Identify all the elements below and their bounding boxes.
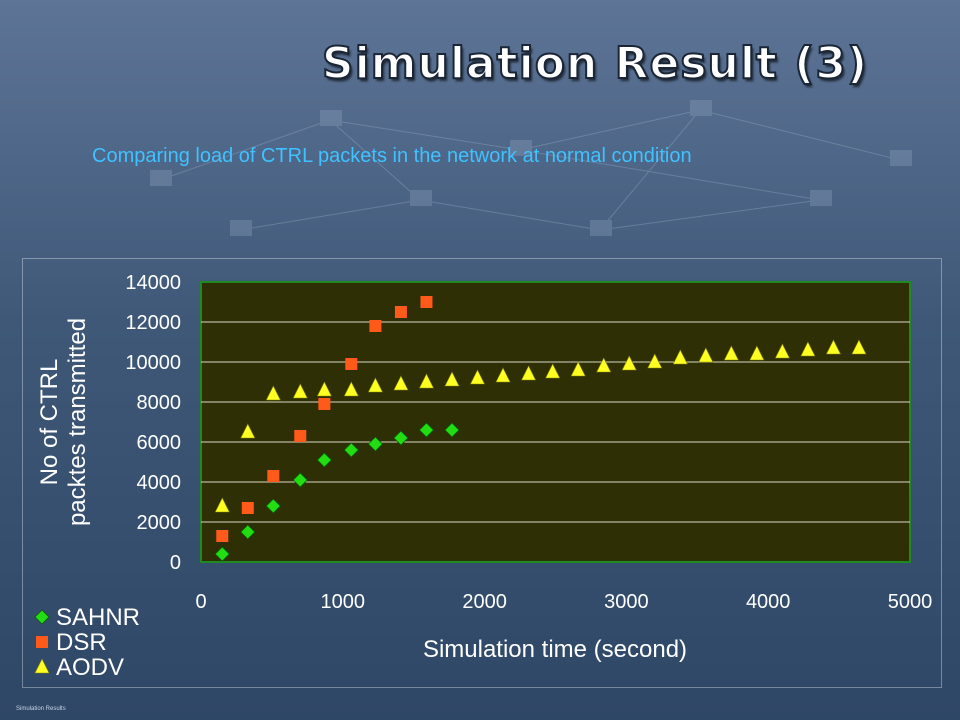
aodv-point	[265, 385, 281, 401]
sahnr-point	[418, 422, 435, 438]
x-axis-title: Simulation time (second)	[423, 636, 687, 663]
legend-aodv-marker	[34, 658, 50, 674]
dsr-point	[345, 358, 358, 370]
y-tick-label: 12000	[125, 312, 181, 334]
aodv-point	[596, 357, 612, 373]
dsr-point	[267, 470, 280, 482]
sahnr-point	[265, 498, 281, 514]
sahnr-point	[444, 422, 460, 438]
network-background-illustration	[150, 100, 912, 236]
sahnr-point	[240, 524, 256, 540]
dsr-point	[294, 430, 307, 442]
sahnr-point	[292, 472, 308, 488]
aodv-point	[851, 339, 867, 355]
x-tick-label: 4000	[746, 591, 791, 613]
dsr-point	[369, 320, 382, 332]
sahnr-point	[316, 452, 332, 468]
plot-area	[200, 281, 911, 563]
slide-title: Simulation Result (3)	[321, 37, 869, 90]
dsr-point	[394, 306, 407, 318]
y-axis-title: No of CTRLpacktes transmitted	[36, 318, 91, 526]
aodv-point	[621, 355, 637, 371]
aodv-point	[214, 497, 230, 513]
sahnr-point	[214, 546, 230, 562]
dsr-point	[420, 296, 433, 308]
slide-subtitle: Comparing load of CTRL packets in the ne…	[92, 145, 692, 167]
aodv-point	[292, 383, 308, 399]
y-tick-label: 6000	[137, 432, 182, 454]
legend-sahnr-marker	[34, 609, 50, 625]
sahnr-point	[343, 442, 359, 458]
y-tick-label: 0	[170, 552, 181, 574]
scatter-chart: 0 2000 4000 6000 8000 10000 12000 14000 0 1000 200…	[34, 272, 933, 681]
aodv-point	[723, 345, 739, 361]
x-tick-label: 3000	[604, 591, 649, 613]
aodv-point	[749, 345, 765, 361]
y-tick-label: 10000	[125, 352, 181, 374]
aodv-point	[418, 373, 434, 389]
aodv-point	[367, 377, 383, 393]
legend-dsr-label: DSR	[56, 629, 107, 656]
aodv-point	[825, 339, 841, 355]
legend-aodv-label: AODV	[56, 654, 124, 681]
y-tick-label: 8000	[137, 392, 182, 414]
dsr-point	[318, 398, 331, 410]
aodv-point	[393, 375, 409, 391]
aodv-point	[570, 361, 586, 377]
aodv-point	[343, 381, 359, 397]
aodv-point	[444, 371, 460, 387]
chart-panel: 0 2000 4000 6000 8000 10000 12000 14000 0 1000 200…	[22, 258, 942, 688]
x-tick-label: 5000	[888, 591, 933, 613]
dsr-point	[241, 502, 254, 514]
x-tick-label: 0	[195, 591, 206, 613]
aodv-point	[672, 349, 688, 365]
footer-label: Simulation Results	[16, 706, 66, 712]
aodv-point	[800, 341, 816, 357]
aodv-point	[521, 365, 537, 381]
aodv-point	[774, 343, 790, 359]
legend-dsr-marker	[36, 636, 48, 648]
aodv-point	[316, 381, 332, 397]
y-tick-label: 2000	[137, 512, 182, 534]
aodv-point	[698, 347, 714, 363]
aodv-point	[240, 423, 256, 439]
y-tick-label: 14000	[125, 272, 181, 294]
x-tick-label: 1000	[321, 591, 366, 613]
aodv-point	[647, 353, 663, 369]
sahnr-point	[393, 430, 409, 446]
aodv-point	[545, 363, 561, 379]
sahnr-point	[367, 436, 383, 452]
legend-sahnr-label: SAHNR	[56, 604, 140, 631]
y-tick-label: 4000	[137, 472, 182, 494]
x-tick-label: 2000	[462, 591, 507, 613]
dsr-point	[216, 530, 229, 542]
aodv-point	[495, 367, 511, 383]
aodv-point	[470, 369, 485, 385]
